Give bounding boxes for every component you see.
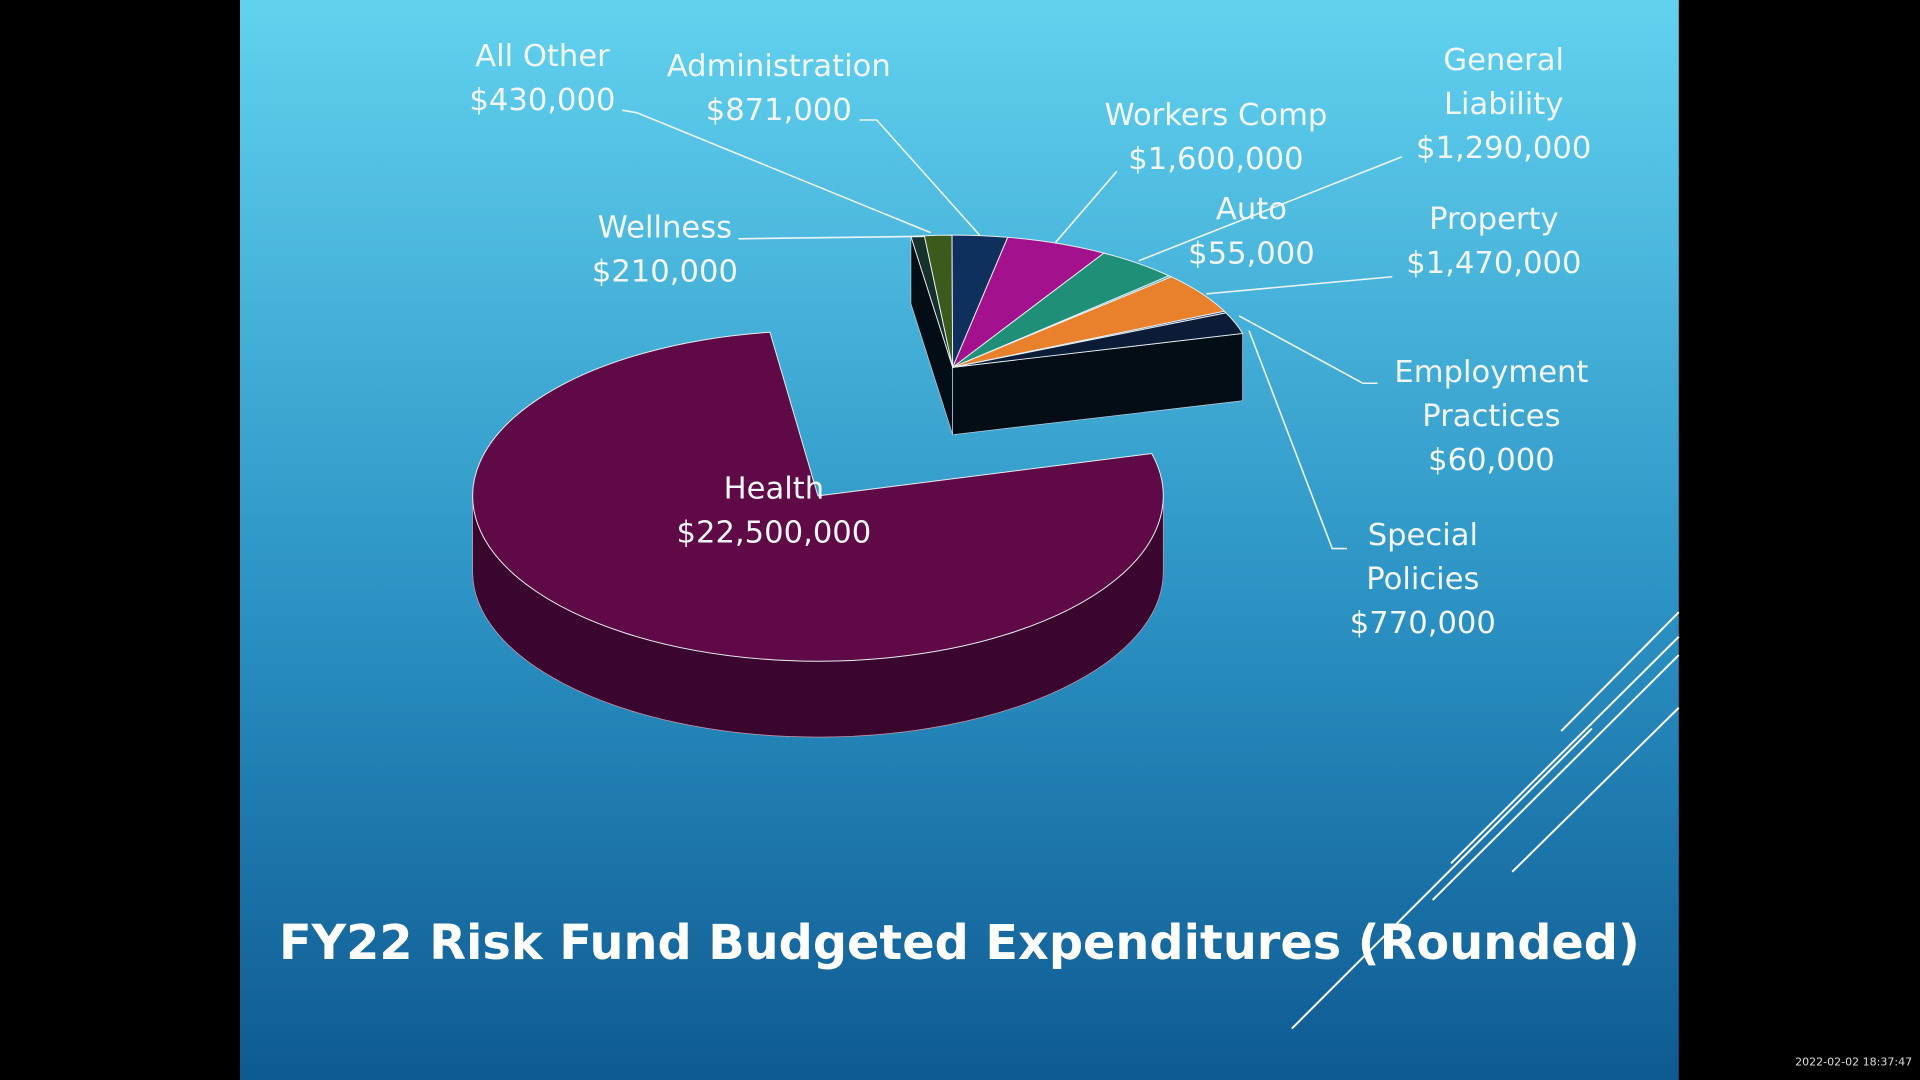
leader-line <box>1238 315 1378 385</box>
data-label: Health $22,500,000 <box>627 467 921 555</box>
data-label: Workers Comp $1,600,000 <box>1069 93 1363 181</box>
data-label: Administration $871,000 <box>632 44 926 132</box>
value-label: $22,500,000 <box>676 514 872 550</box>
category-label: Wellness <box>597 209 733 245</box>
category-label: Special Policies <box>1366 516 1480 597</box>
category-label: Workers Comp <box>1104 96 1328 133</box>
slice <box>472 331 1164 662</box>
deco-line <box>1560 611 1680 732</box>
leader-line <box>859 119 981 236</box>
decoration <box>1291 611 1680 1030</box>
category-label: Auto <box>1215 191 1287 227</box>
deco-line <box>1450 636 1680 864</box>
data-label: Wellness $210,000 <box>542 206 787 294</box>
category-label: Administration <box>666 47 891 84</box>
leader-line <box>1206 275 1393 295</box>
leader-line <box>1054 170 1118 243</box>
timestamp: 2022-02-02 18:37:47 <box>1795 1056 1913 1069</box>
value-label: $60,000 <box>1428 442 1555 478</box>
slice <box>952 312 1244 368</box>
category-label: Health <box>723 470 825 506</box>
leader-line <box>621 109 931 234</box>
category-label: Employment Practices <box>1394 353 1589 434</box>
category-label: General Liability <box>1443 41 1564 122</box>
deco-line <box>1431 654 1680 901</box>
value-label: $210,000 <box>591 253 738 289</box>
data-label: Property $1,470,000 <box>1371 197 1616 285</box>
value-label: $770,000 <box>1349 604 1496 641</box>
data-label: Special Policies $770,000 <box>1331 513 1515 645</box>
data-label: All Other $430,000 <box>420 34 665 122</box>
category-label: Property <box>1429 200 1559 237</box>
data-label: Auto $55,000 <box>1166 187 1337 275</box>
leader-line <box>1248 330 1347 550</box>
value-label: $430,000 <box>469 82 616 118</box>
data-label: General Liability $1,290,000 <box>1400 38 1608 170</box>
deco-line <box>1511 707 1680 873</box>
value-label: $1,290,000 <box>1416 129 1592 166</box>
category-label: All Other <box>475 37 610 74</box>
deco-line <box>1291 727 1593 1030</box>
value-label: $871,000 <box>705 91 852 128</box>
leader-line <box>738 235 925 240</box>
value-label: $55,000 <box>1188 235 1315 271</box>
pie <box>472 234 1244 738</box>
leader-line <box>1138 155 1403 262</box>
value-label: $1,470,000 <box>1406 244 1582 281</box>
chart-title: FY22 Risk Fund Budgeted Expenditures (Ro… <box>278 915 1640 972</box>
value-label: $1,600,000 <box>1128 140 1304 177</box>
data-label: Employment Practices $60,000 <box>1369 350 1614 482</box>
leader-lines <box>621 109 1403 550</box>
